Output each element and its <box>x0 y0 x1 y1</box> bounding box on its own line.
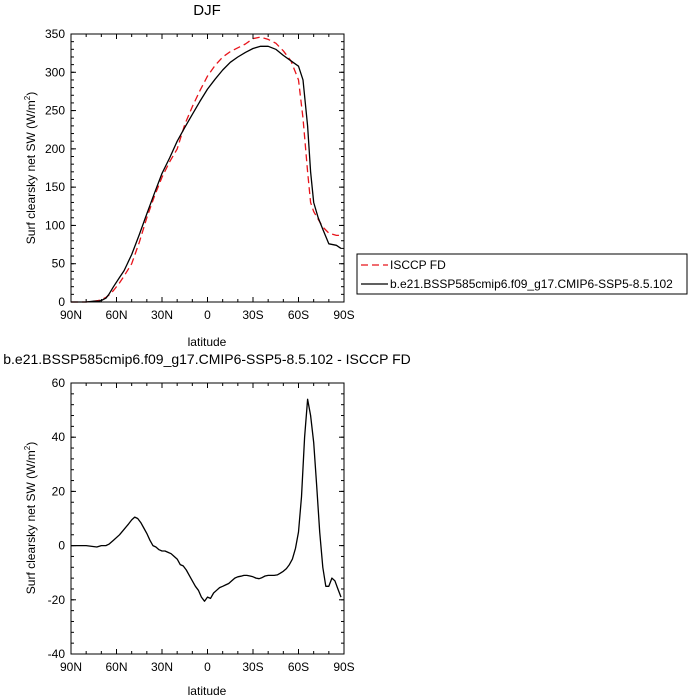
top-chart-x-axis-label: latitude <box>188 335 227 349</box>
top-chart-y-axis-label-close: ) <box>24 92 38 96</box>
top-chart-x-ticks: 90N 60N 30N 0 30S 60S 90S <box>60 34 355 322</box>
bottom-chart-y-tick-label: 60 <box>52 376 66 390</box>
top-chart-y-tick-label: 50 <box>52 257 66 271</box>
bottom-chart-x-tick-label: 90S <box>333 660 354 674</box>
bottom-chart-y-tick-label: -40 <box>48 647 66 661</box>
bottom-chart-plot-area <box>71 398 342 602</box>
top-chart-legend: ISCCP FD b.e21.BSSP585cmip6.f09_g17.CMIP… <box>356 253 688 295</box>
legend-label-isccp: ISCCP FD <box>390 258 446 272</box>
bottom-chart-y-axis-label-close: ) <box>24 442 38 446</box>
bottom-chart-x-tick-label: 30N <box>151 660 173 674</box>
top-chart-plot-area <box>71 36 342 303</box>
bottom-chart-x-tick-label: 90N <box>60 660 82 674</box>
bottom-chart-y-tick-label: 0 <box>58 539 65 553</box>
top-chart-x-tick-label: 30N <box>151 308 173 322</box>
legend-label-model: b.e21.BSSP585cmip6.f09_g17.CMIP6-SSP5-8.… <box>390 277 673 291</box>
bottom-chart-title: b.e21.BSSP585cmip6.f09_g17.CMIP6-SSP5-8.… <box>3 351 411 367</box>
top-chart-frame <box>70 33 345 303</box>
bottom-chart-y-axis-label: Surf clearsky net SW (W/m2) <box>23 442 38 594</box>
bottom-chart-x-tick-label: 0 <box>204 660 211 674</box>
top-chart: DJF 90N 60N 30N 0 30S 60S 90S 0 50 100 150 200 250 3… <box>23 2 355 349</box>
top-chart-y-axis-label-sup: 2 <box>23 95 32 100</box>
bottom-chart-y-tick-label: 20 <box>52 484 66 498</box>
bottom-chart-x-tick-label: 30S <box>242 660 263 674</box>
top-chart-series-line-1 <box>71 45 342 303</box>
top-chart-y-tick-label: 250 <box>45 104 65 118</box>
top-chart-y-tick-label: 100 <box>45 218 65 232</box>
top-chart-x-tick-label: 0 <box>204 308 211 322</box>
top-chart-y-tick-label: 350 <box>45 27 65 41</box>
top-chart-y-tick-label: 300 <box>45 65 65 79</box>
top-chart-y-tick-label: 150 <box>45 180 65 194</box>
bottom-chart: b.e21.BSSP585cmip6.f09_g17.CMIP6-SSP5-8.… <box>3 351 411 698</box>
top-chart-y-ticks: 0 50 100 150 200 250 300 350 <box>45 27 344 309</box>
bottom-chart-y-tick-label: 40 <box>52 430 66 444</box>
top-chart-y-tick-label: 0 <box>58 295 65 309</box>
bottom-chart-y-axis-label-sup: 2 <box>23 445 32 450</box>
top-chart-y-axis-label: Surf clearsky net SW (W/m2) <box>23 92 38 244</box>
bottom-chart-frame <box>70 382 345 655</box>
bottom-chart-y-tick-label: -20 <box>48 593 66 607</box>
bottom-chart-y-ticks: -40 -20 0 20 40 60 <box>48 376 344 661</box>
bottom-chart-x-tick-label: 60S <box>288 660 309 674</box>
top-chart-x-tick-label: 60N <box>105 308 127 322</box>
bottom-chart-y-axis-label-main: Surf clearsky net SW (W/m <box>24 450 38 594</box>
top-chart-y-tick-label: 200 <box>45 142 65 156</box>
legend-box <box>356 253 688 295</box>
top-chart-x-tick-label: 90S <box>333 308 354 322</box>
top-chart-x-tick-label: 90N <box>60 308 82 322</box>
bottom-chart-series-line-0 <box>71 398 342 602</box>
top-chart-y-axis-label-main: Surf clearsky net SW (W/m <box>24 100 38 244</box>
top-chart-x-tick-label: 30S <box>242 308 263 322</box>
bottom-chart-x-axis-label: latitude <box>188 684 227 698</box>
bottom-chart-x-tick-label: 60N <box>105 660 127 674</box>
top-chart-title: DJF <box>193 2 221 19</box>
bottom-chart-x-ticks: 90N 60N 30N 0 30S 60S 90S <box>60 383 355 674</box>
top-chart-series-line-0 <box>71 36 341 303</box>
top-chart-x-tick-label: 60S <box>288 308 309 322</box>
